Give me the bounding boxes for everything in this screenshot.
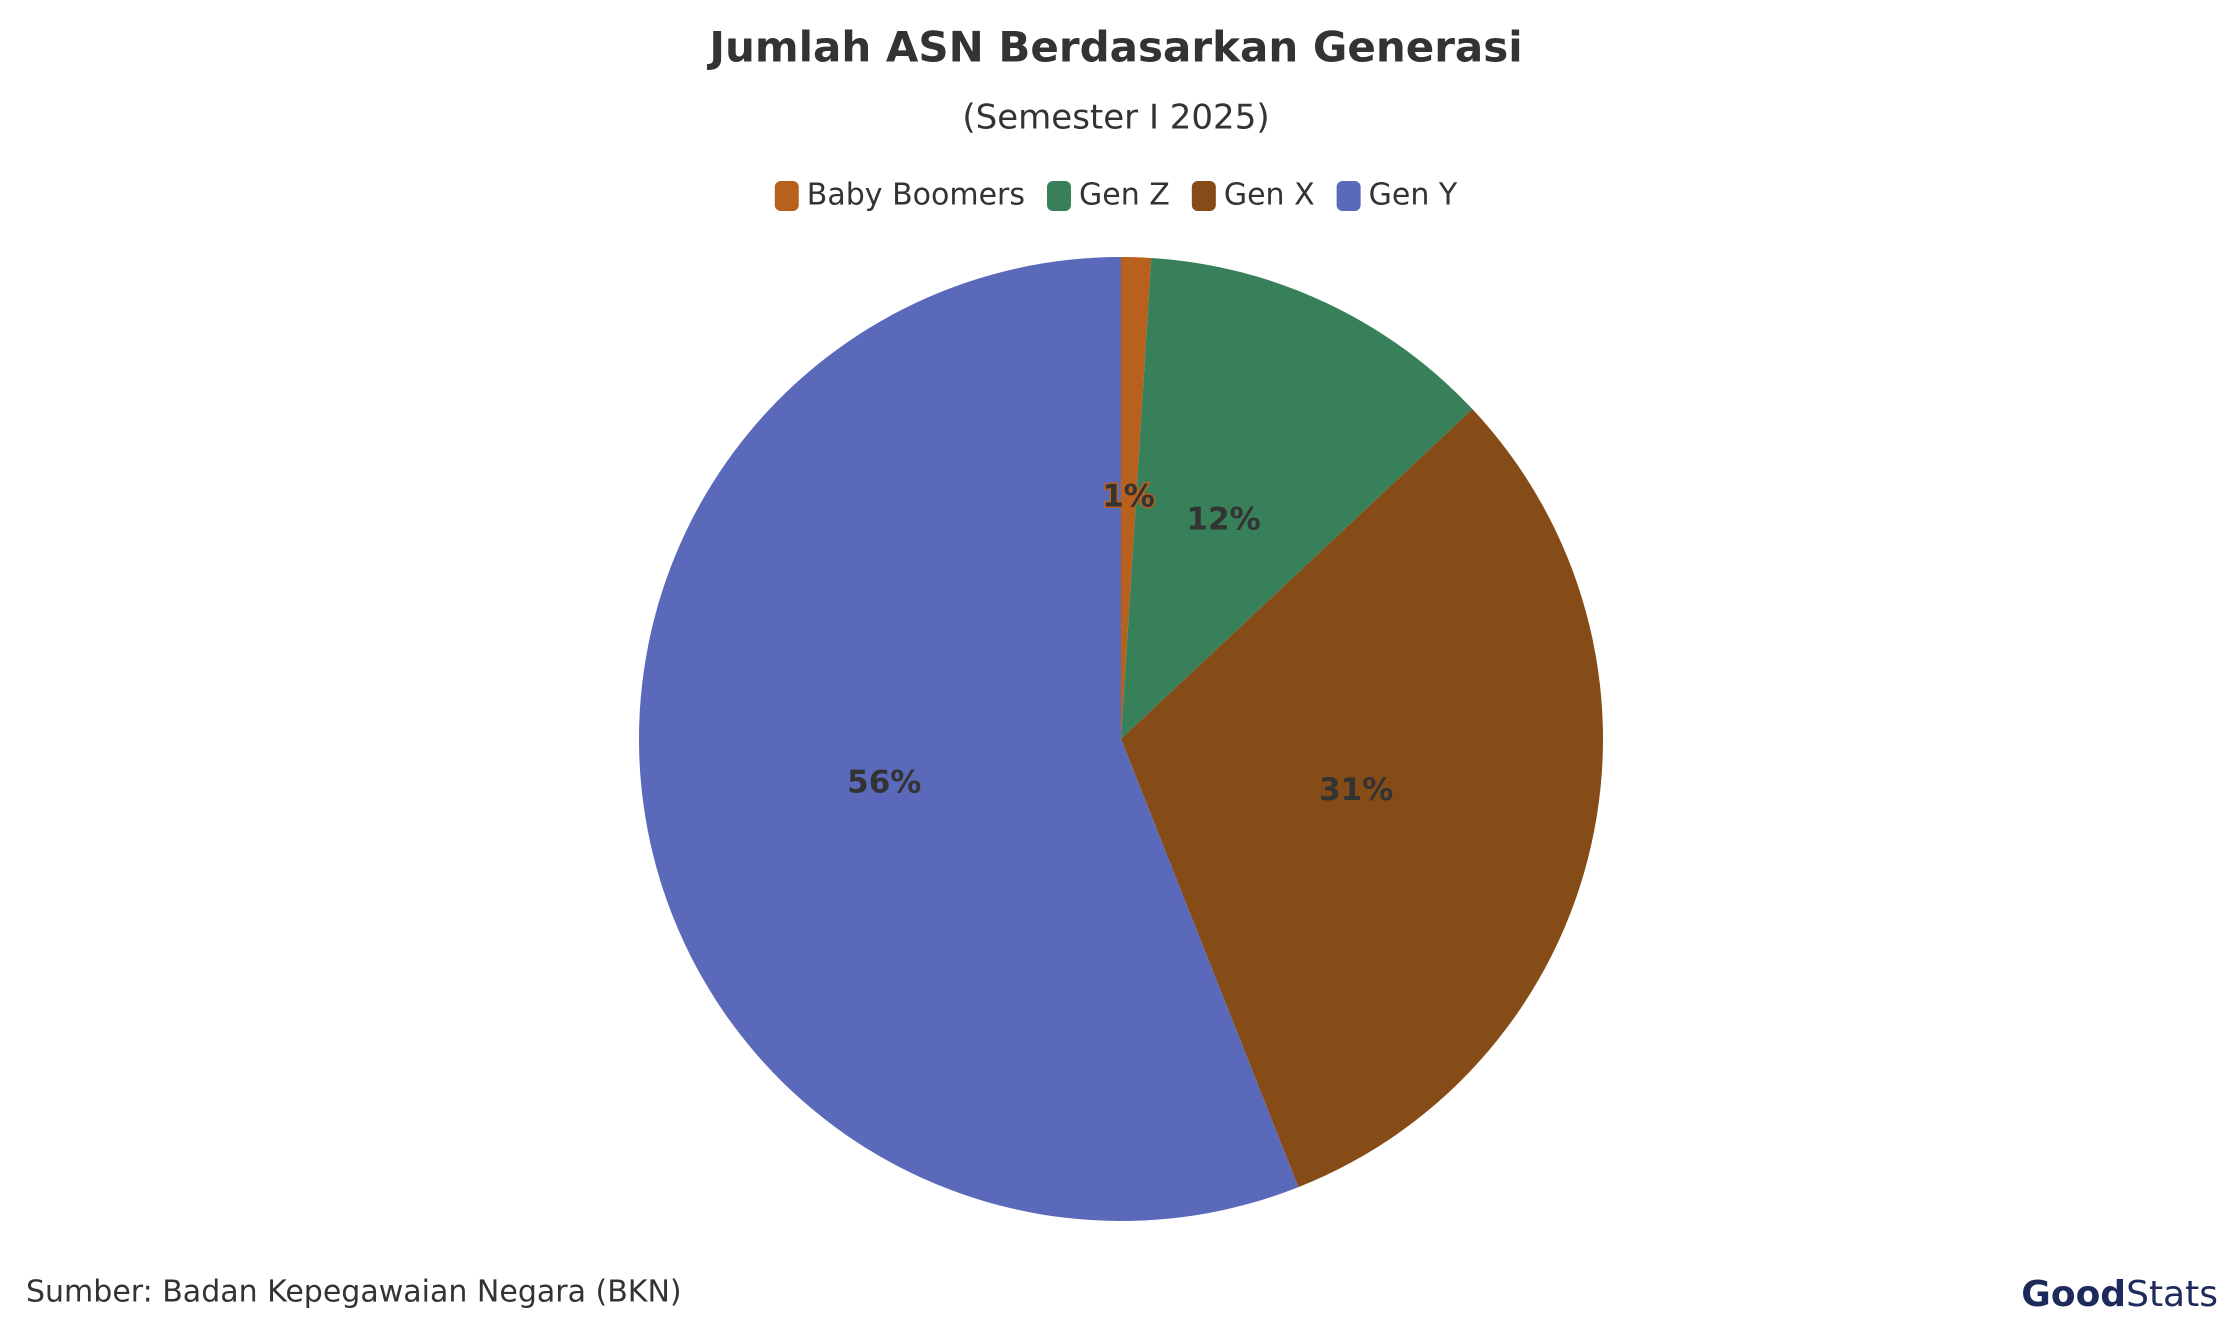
data-label: 12%	[1187, 501, 1261, 537]
chart-title: Jumlah ASN Berdasarkan Generasi	[706, 23, 1522, 72]
legend-label: Baby Boomers	[807, 178, 1025, 213]
source: Sumber: Badan Kepegawaian Negara (BKN)	[26, 1275, 682, 1310]
legend: Baby Boomers Gen Z Gen X Gen Y	[774, 178, 1458, 213]
pie-slice	[1121, 257, 1152, 739]
logo-light: Stats	[2126, 1274, 2218, 1315]
pie-slice	[639, 257, 1299, 1221]
legend-swatch	[774, 181, 799, 211]
legend-label: Gen Y	[1369, 178, 1458, 213]
data-label: 1%	[1102, 479, 1155, 515]
legend-label: Gen X	[1224, 178, 1315, 213]
pie-slice	[1121, 257, 1473, 739]
legend-swatch	[1047, 181, 1072, 211]
logo: GoodStats	[2021, 1274, 2218, 1315]
legend-label: Gen Z	[1079, 178, 1170, 213]
data-label: 56%	[847, 765, 921, 801]
data-label: 31%	[1319, 772, 1393, 808]
pie-slice	[1121, 409, 1603, 1188]
chart-subtitle: (Semester I 2025)	[962, 98, 1269, 138]
legend-swatch	[1191, 181, 1216, 211]
logo-bold: Good	[2021, 1274, 2126, 1315]
legend-swatch	[1336, 181, 1361, 211]
